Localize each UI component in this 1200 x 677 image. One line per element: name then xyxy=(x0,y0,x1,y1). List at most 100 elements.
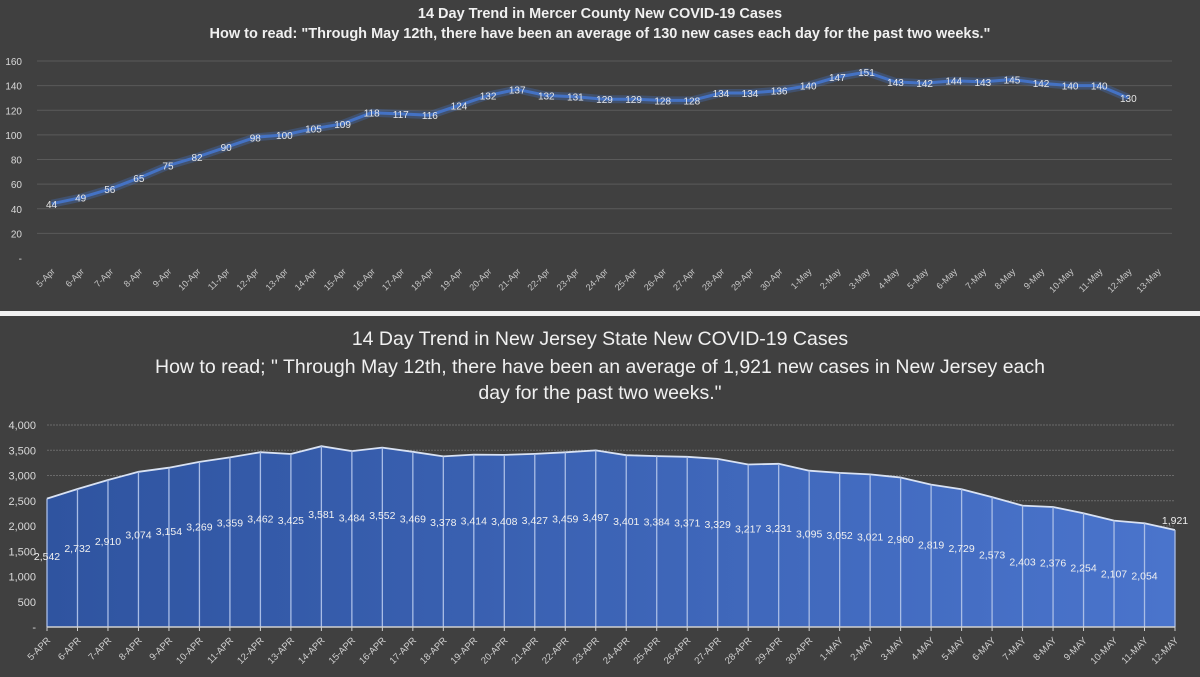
x-tick-label: 17-Apr xyxy=(380,266,406,292)
x-tick-label: 25-APR xyxy=(632,635,663,666)
x-tick-label: 30-Apr xyxy=(758,266,784,292)
x-tick-label: 7-APR xyxy=(87,635,115,663)
y-tick-label: 160 xyxy=(5,57,22,68)
x-tick-label: 12-APR xyxy=(235,635,266,666)
data-label: 145 xyxy=(1004,75,1021,86)
x-tick-label: 19-Apr xyxy=(438,266,464,292)
data-label: 140 xyxy=(800,82,817,93)
data-label: 65 xyxy=(133,174,145,185)
x-tick-label: 18-Apr xyxy=(409,266,435,292)
x-tick-label: 28-APR xyxy=(723,635,754,666)
data-label: 49 xyxy=(75,194,87,205)
data-label: 3,459 xyxy=(552,514,578,526)
data-label: 3,378 xyxy=(430,517,456,529)
x-tick-label: 1-May xyxy=(789,266,814,291)
x-tick-label: 9-MAY xyxy=(1062,635,1090,663)
data-label: 3,074 xyxy=(125,529,151,541)
x-tick-label: 10-APR xyxy=(174,635,205,666)
x-tick-label: 6-MAY xyxy=(970,635,998,663)
data-label: 3,414 xyxy=(461,516,487,528)
x-tick-label: 7-Apr xyxy=(93,266,116,289)
x-tick-label: 5-May xyxy=(905,266,930,291)
x-tick-label: 29-APR xyxy=(753,635,784,666)
data-label: 147 xyxy=(829,73,846,84)
x-tick-label: 14-APR xyxy=(296,635,327,666)
series-area xyxy=(47,446,1175,627)
x-tick-label: 8-May xyxy=(993,266,1018,291)
x-tick-label: 10-Apr xyxy=(176,266,202,292)
data-label: 90 xyxy=(221,143,233,154)
data-label: 3,552 xyxy=(369,510,395,522)
x-tick-label: 9-May xyxy=(1022,266,1047,291)
x-tick-label: 1-MAY xyxy=(818,635,846,663)
x-tick-label: 6-Apr xyxy=(63,266,86,289)
data-label: 2,376 xyxy=(1040,557,1066,569)
x-tick-label: 12-MAY xyxy=(1150,635,1182,667)
x-tick-label: 20-APR xyxy=(479,635,510,666)
data-label: 3,095 xyxy=(796,528,822,540)
data-label: 3,408 xyxy=(491,516,517,528)
y-tick-label: 60 xyxy=(11,180,23,191)
x-tick-label: 24-APR xyxy=(601,635,632,666)
x-tick-label: 30-APR xyxy=(784,635,815,666)
data-label: 2,573 xyxy=(979,550,1005,562)
x-tick-label: 8-Apr xyxy=(122,266,145,289)
data-label: 136 xyxy=(771,87,788,98)
nj-chart-subtitle-line1: How to read; " Through May 12th, there h… xyxy=(154,356,1045,378)
x-tick-label: 13-Apr xyxy=(264,266,290,292)
data-label: 140 xyxy=(1062,82,1079,93)
x-tick-label: 5-MAY xyxy=(940,635,968,663)
y-tick-label: - xyxy=(19,254,22,265)
data-label: 116 xyxy=(422,111,438,122)
data-label: 98 xyxy=(250,133,262,144)
x-tick-label: 19-APR xyxy=(449,635,480,666)
y-tick-label: 100 xyxy=(5,131,22,142)
data-label: 129 xyxy=(596,95,613,106)
data-label: 142 xyxy=(916,79,933,90)
data-label: 142 xyxy=(1033,79,1050,90)
x-tick-label: 12-May xyxy=(1105,266,1134,295)
x-tick-label: 6-May xyxy=(934,266,959,291)
y-tick-label: 1,500 xyxy=(8,546,36,558)
data-label: 3,154 xyxy=(156,526,182,538)
data-label: 105 xyxy=(305,125,322,136)
data-label: 3,462 xyxy=(247,514,273,526)
x-tick-label: 18-APR xyxy=(418,635,449,666)
x-tick-label: 10-May xyxy=(1047,266,1076,295)
y-tick-label: 3,500 xyxy=(8,445,36,457)
y-tick-label: 1,000 xyxy=(8,572,36,584)
data-label: 151 xyxy=(858,68,875,79)
data-label: 137 xyxy=(509,85,526,96)
y-tick-label: 140 xyxy=(5,82,22,93)
series-line xyxy=(51,70,1129,206)
x-tick-label: 4-MAY xyxy=(909,635,937,663)
x-tick-label: 7-May xyxy=(963,266,988,291)
data-label: 2,910 xyxy=(95,536,121,548)
x-tick-label: 8-APR xyxy=(117,635,145,663)
data-label: 3,401 xyxy=(613,516,639,528)
y-tick-label: 2,500 xyxy=(8,496,36,508)
data-label: 82 xyxy=(192,153,204,164)
x-tick-label: 11-MAY xyxy=(1120,635,1152,667)
data-label: 3,384 xyxy=(644,517,670,529)
x-tick-label: 12-Apr xyxy=(235,266,261,292)
x-tick-label: 20-Apr xyxy=(467,266,493,292)
data-label: 3,052 xyxy=(827,530,853,542)
x-tick-label: 15-Apr xyxy=(322,266,348,292)
data-label: 132 xyxy=(538,91,555,102)
data-label: 109 xyxy=(334,120,351,131)
y-tick-label: 20 xyxy=(11,229,23,240)
mercer-county-chart-panel: 14 Day Trend in Mercer County New COVID-… xyxy=(0,0,1200,310)
series-outline xyxy=(46,445,1176,531)
data-label: 3,469 xyxy=(400,513,426,525)
data-label: 3,427 xyxy=(522,515,548,527)
x-tick-label: 8-MAY xyxy=(1031,635,1059,663)
data-label: 3,581 xyxy=(308,509,334,521)
nj-chart-subtitle-line2: day for the past two weeks." xyxy=(478,382,722,404)
y-tick-label: 2,000 xyxy=(8,521,36,533)
data-label: 3,329 xyxy=(705,519,731,531)
x-tick-label: 27-Apr xyxy=(671,266,697,292)
data-label: 2,403 xyxy=(1009,556,1035,568)
x-tick-label: 17-APR xyxy=(388,635,419,666)
x-tick-label: 28-Apr xyxy=(700,266,726,292)
